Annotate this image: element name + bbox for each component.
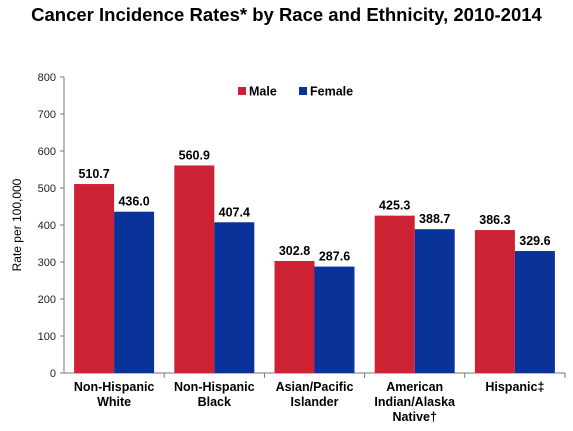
bar-female [314,266,355,373]
bar-male [374,215,415,373]
bar-female [414,229,455,373]
bar-female [214,222,255,373]
legend-label-male: Male [249,85,277,99]
data-label: 388.7 [419,212,450,226]
x-category-label: Islander [291,395,339,409]
x-category-label: Non-Hispanic [174,380,255,394]
x-category-label: White [97,395,131,409]
data-label: 329.6 [519,234,550,248]
chart-title: Cancer Incidence Rates* by Race and Ethn… [31,4,542,25]
y-tick-label: 700 [38,109,56,121]
x-category-label: Asian/Pacific [276,380,354,394]
bar-female [514,251,555,373]
y-tick-label: 600 [38,146,56,158]
data-label: 407.4 [219,205,250,219]
legend-swatch-male [238,87,246,95]
y-tick-label: 400 [38,220,56,232]
chart-bars [74,165,555,373]
y-tick-label: 800 [38,72,56,84]
x-category-label: American [386,380,443,394]
data-label: 560.9 [179,148,210,162]
legend-swatch-female [299,87,307,95]
y-tick-label: 300 [38,257,56,269]
data-label: 510.7 [78,167,109,181]
bar-male [474,230,515,373]
y-tick-label: 500 [38,183,56,195]
bar-male [274,260,315,373]
data-label: 436.0 [118,195,149,209]
bar-male [174,165,215,373]
data-label: 302.8 [279,244,310,258]
y-tick-label: 200 [38,294,56,306]
x-category-label: Native† [392,410,437,424]
data-label: 287.6 [319,250,350,264]
x-category-label: Indian/Alaska [374,395,456,409]
bar-male [74,184,115,373]
x-category-label: Non-Hispanic [74,380,155,394]
y-tick-label: 100 [38,331,56,343]
x-category-label: Hispanic‡ [485,380,544,394]
y-tick-label: 0 [50,368,56,380]
legend-label-female: Female [310,85,353,99]
bar-female [114,211,155,373]
data-label: 386.3 [479,213,510,227]
y-axis-label: Rate per 100,000 [10,178,24,271]
chart-labels: 510.7436.0Non-HispanicWhite560.9407.4Non… [74,148,551,424]
chart-legend: Male Female [238,85,353,99]
x-category-label: Black [198,395,231,409]
data-label: 425.3 [379,199,410,213]
chart-axes: 0 100 200 300 400 500 600 700 800 Rate per 100,00… [10,72,566,380]
